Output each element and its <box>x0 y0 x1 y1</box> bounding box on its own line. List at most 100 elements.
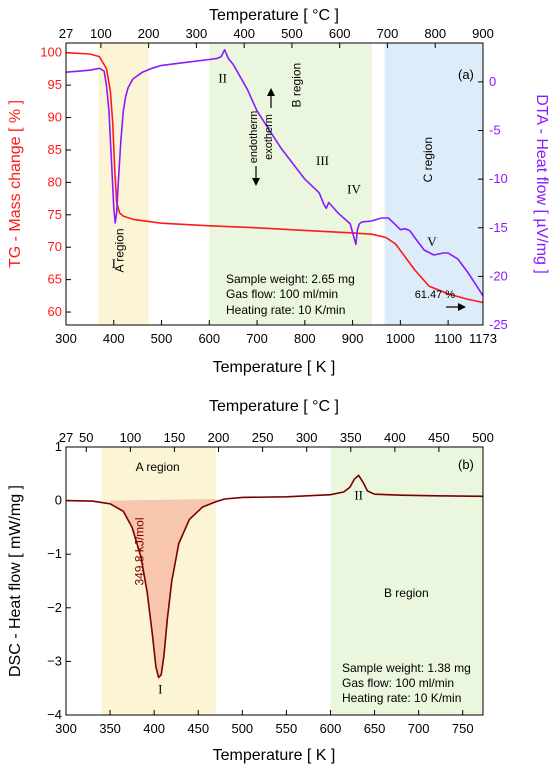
annotation-label: II <box>218 71 227 86</box>
region-label: B region <box>384 586 429 600</box>
x2-tick-label: 700 <box>377 26 399 41</box>
panel-b-top-axis-title: Temperature [ °C ] <box>209 398 339 415</box>
annotation-label: I <box>158 682 162 697</box>
endotherm-label: endotherm <box>248 111 260 164</box>
x-tick-label: 300 <box>55 721 77 736</box>
panel-b-regions <box>101 447 483 715</box>
x2-tick-label: 800 <box>424 26 446 41</box>
series-line-dsc <box>65 474 484 679</box>
x-tick-label: 300 <box>55 331 77 346</box>
panel-b-plot-frame <box>65 446 484 716</box>
panel-b-bottom-axis-title: Temperature [ K ] <box>213 747 336 764</box>
region-band-c-region <box>384 43 483 325</box>
y-tick-label: −4 <box>47 707 62 722</box>
x2-tick-label: 400 <box>384 430 406 445</box>
y-tick-label: −3 <box>47 653 62 668</box>
panel-a-regions <box>98 43 483 325</box>
y2-tick-label: -25 <box>489 317 508 332</box>
y-tick-label: 95 <box>48 77 62 92</box>
panel-a-top-axis-title: Temperature [ °C ] <box>209 7 339 24</box>
annotation-label: 61.47 % <box>415 289 456 301</box>
x-tick-label: 450 <box>187 721 209 736</box>
x-tick-label: 1100 <box>434 331 462 346</box>
y2-tick-label: 0 <box>489 74 496 89</box>
exotherm-arrowhead <box>267 88 275 96</box>
panel-a-conditions: Sample weight: 2.65 mg Gas flow: 100 ml/… <box>226 272 355 317</box>
region-band-b-region <box>209 43 372 325</box>
x2-tick-label: 50 <box>79 430 93 445</box>
annotation-label: V <box>427 234 437 249</box>
y-tick-label: 0 <box>55 493 62 508</box>
annotation-label: IV <box>347 181 361 196</box>
y-tick-label: 70 <box>48 239 62 254</box>
y2-tick-label: -5 <box>489 123 501 138</box>
region-label: B region <box>290 63 304 108</box>
panel-b-label: (b) <box>458 457 474 472</box>
y-tick-label: 85 <box>48 142 62 157</box>
panel-a-bottom-axis-title: Temperature [ K ] <box>213 359 336 376</box>
y-tick-label: 1 <box>55 439 62 454</box>
endotherm-arrowhead <box>252 178 260 186</box>
heating-rate-label: Heating rate: 10 K/min <box>342 691 461 705</box>
annotation-label: II <box>354 488 363 503</box>
x-tick-label: 400 <box>143 721 165 736</box>
x2-tick-label: 450 <box>428 430 450 445</box>
panel-a-labels: Temperature [ °C ] Temperature [ K ] TG … <box>7 7 550 376</box>
annotation-label: I <box>112 256 116 271</box>
heating-rate-label: Heating rate: 10 K/min <box>226 303 345 317</box>
gas-flow-label: Gas flow: 100 ml/min <box>226 287 338 301</box>
x2-tick-label: 500 <box>281 26 303 41</box>
x-tick-label: 900 <box>342 331 364 346</box>
annotation-label: III <box>316 153 329 168</box>
x-tick-label: 700 <box>246 331 268 346</box>
x-tick-label: 350 <box>99 721 121 736</box>
x2-tick-label: 200 <box>208 430 230 445</box>
y-tick-label: 60 <box>48 304 62 319</box>
annotation-label: 349.8 kJ/mol <box>133 517 147 585</box>
panel-a-label: (a) <box>458 67 474 82</box>
y-tick-label: −1 <box>47 546 62 561</box>
x-tick-label: 750 <box>452 721 474 736</box>
x-tick-label: 550 <box>276 721 298 736</box>
x2-tick-label: 100 <box>90 26 112 41</box>
x2-tick-label: 350 <box>340 430 362 445</box>
panel-b-labels: Temperature [ °C ] Temperature [ K ] DSC… <box>7 398 474 764</box>
y-tick-label: 80 <box>48 174 62 189</box>
panel-a-series <box>65 49 484 304</box>
x2-tick-label: 300 <box>186 26 208 41</box>
panel-a-plot-frame <box>65 42 484 326</box>
y-tick-label: 90 <box>48 110 62 125</box>
x2-tick-label: 200 <box>138 26 160 41</box>
x-tick-label: 600 <box>198 331 220 346</box>
x-tick-label: 800 <box>294 331 316 346</box>
x2-tick-label: 900 <box>472 26 494 41</box>
region-label: A region <box>112 228 126 272</box>
x-tick-label: 400 <box>103 331 125 346</box>
y2-tick-label: -20 <box>489 268 508 283</box>
y-tick-label: 65 <box>48 272 62 287</box>
x2-tick-label: 500 <box>472 430 494 445</box>
x-tick-label: 700 <box>408 721 430 736</box>
x2-tick-label: 250 <box>252 430 274 445</box>
gas-flow-label: Gas flow: 100 ml/min <box>342 676 454 690</box>
x-tick-label: 500 <box>151 331 173 346</box>
peak-area-fill <box>110 498 216 678</box>
y2-tick-label: -15 <box>489 220 508 235</box>
y-tick-label: 100 <box>40 45 62 60</box>
region-band-b-region <box>330 447 483 715</box>
x2-tick-label: 300 <box>296 430 318 445</box>
y2-tick-label: -10 <box>489 171 508 186</box>
series-line-dta <box>65 49 484 297</box>
x2-tick-label: 27 <box>59 26 73 41</box>
x2-tick-label: 600 <box>329 26 351 41</box>
x2-tick-label: 27 <box>59 430 73 445</box>
panel-b-left-axis-title: DSC - Heat flow [ mW/mg ] <box>7 485 24 677</box>
x-end-tick-label: 1173 <box>469 331 497 346</box>
x-tick-label: 1000 <box>386 331 415 346</box>
series-line-tg <box>65 51 484 304</box>
exotherm-label: exotherm <box>263 114 275 160</box>
